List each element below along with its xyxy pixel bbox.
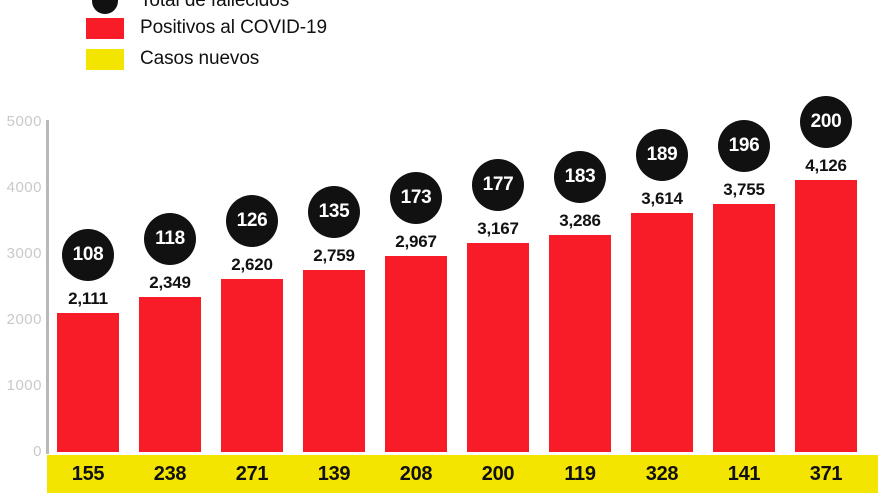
deaths-circle-label: 135 [308,185,360,238]
bar-value-label: 2,111 [68,288,108,308]
new-cases-value: 119 [564,462,596,485]
bar-value-label: 2,349 [149,272,191,292]
bar-positivos [795,179,857,452]
bar-positivos [467,242,529,452]
yellow-square-icon [86,48,124,70]
bar-positivos [303,269,365,452]
bar-positivos [139,296,201,452]
bar-positivos [57,312,119,452]
y-axis-tick-label: 0 [33,443,42,460]
deaths-circle-label: 126 [226,195,278,248]
bar-value-label: 2,967 [395,232,437,252]
y-axis-tick: 1000 [0,378,42,393]
bar-value-label: 3,614 [641,189,683,209]
chart-legend: Total de fallecidos Positivos al COVID-1… [0,0,896,78]
bar-value-label: 4,126 [805,155,847,175]
new-cases-value: 371 [809,462,843,485]
new-cases-value: 238 [153,462,187,485]
new-cases-band [47,455,878,493]
bar-positivos [549,235,611,452]
new-cases-value: 139 [317,462,351,485]
y-axis-tick-label: 5000 [6,113,42,130]
y-axis-tick: 4000 [0,180,42,195]
bar-value-label: 2,620 [231,255,273,275]
y-axis-tick-label: 1000 [6,377,42,394]
bar-positivos [631,213,693,452]
deaths-circle-label: 196 [718,120,770,173]
deaths-circle-label: 200 [800,95,852,148]
new-cases-value: 141 [727,462,761,485]
deaths-circle-label: 189 [636,129,688,182]
y-axis-line [46,120,49,454]
new-cases-value: 328 [645,462,679,485]
new-cases-value: 200 [481,462,515,485]
legend-label-fallecidos: Total de fallecidos [140,0,290,11]
legend-item-fallecidos: Total de fallecidos [86,0,289,14]
deaths-circle-label: 183 [554,151,606,204]
y-axis-tick: 5000 [0,114,42,129]
y-axis-tick: 2000 [0,312,42,327]
black-circle-icon [92,0,118,14]
y-axis-tick: 3000 [0,246,42,261]
bar-value-label: 2,759 [313,245,355,265]
y-axis-tick-label: 2000 [6,311,42,328]
deaths-circle-label: 177 [472,158,524,211]
deaths-circle-label: 173 [390,172,442,225]
deaths-circle-label: 118 [144,212,196,265]
new-cases-value: 271 [235,462,269,485]
bar-value-label: 3,167 [477,218,519,238]
new-cases-value: 155 [71,462,105,485]
bar-value-label: 3,286 [559,211,601,231]
legend-label-casos-nuevos: Casos nuevos [140,48,260,69]
bar-positivos [713,204,775,452]
bar-positivos [221,279,283,452]
deaths-circle-label: 108 [62,228,114,281]
legend-item-casos-nuevos: Casos nuevos [86,48,259,70]
bar-positivos [385,256,447,452]
y-axis-tick: 0 [0,444,42,459]
legend-item-positivos: Positivos al COVID-19 [86,17,327,39]
bar-value-label: 3,755 [723,180,765,200]
red-square-icon [86,17,124,39]
y-axis-tick-label: 4000 [6,179,42,196]
new-cases-value: 208 [399,462,433,485]
legend-label-positivos: Positivos al COVID-19 [140,17,327,38]
y-axis-tick-label: 3000 [6,245,42,262]
